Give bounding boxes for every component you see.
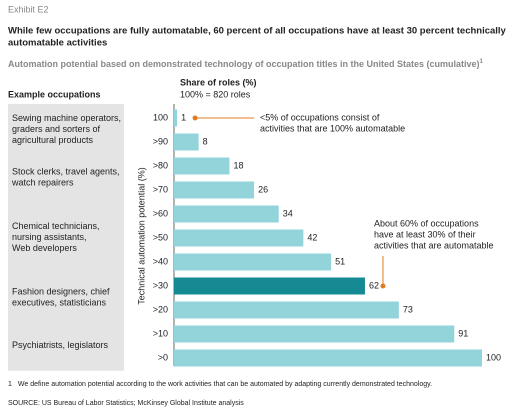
annotation-text: <5% of occupations consist of xyxy=(260,112,380,122)
occupation-label: Chemical technicians, xyxy=(12,221,100,231)
y-tick-label: >40 xyxy=(153,256,168,266)
y-tick-label: 100 xyxy=(153,112,168,122)
source: SOURCE: US Bureau of Labor Statistics; M… xyxy=(8,400,244,407)
chart-subtitle: Automation potential based on demonstrat… xyxy=(8,59,484,70)
bar xyxy=(174,325,455,343)
bar xyxy=(174,181,255,199)
y-tick-label: >60 xyxy=(153,208,168,218)
value-label: 51 xyxy=(335,256,345,266)
y-tick-label: >80 xyxy=(153,160,168,170)
occupation-box xyxy=(8,200,124,275)
y-tick-label: >0 xyxy=(158,352,168,362)
occupation-label: agricultural products xyxy=(12,135,94,145)
footnote-text: We define automation potential according… xyxy=(18,381,432,388)
y-tick-label: >30 xyxy=(153,280,168,290)
occupation-box xyxy=(8,320,124,371)
bar xyxy=(174,301,399,319)
value-header: 100% = 820 roles xyxy=(180,89,251,99)
occupation-label: Sewing machine operators, xyxy=(12,113,121,123)
value-label: 91 xyxy=(458,328,468,338)
occupation-label: watch repairers xyxy=(11,177,74,187)
occupation-label: Psychiatrists, legislators xyxy=(12,340,109,350)
bar xyxy=(174,133,199,151)
footnote: 1 We define automation potential accordin… xyxy=(8,381,432,388)
y-axis-label: Technical automation potential (%) xyxy=(136,167,146,305)
subtitle-text: Automation potential based on demonstrat… xyxy=(8,59,480,69)
occupation-label: Web developers xyxy=(12,243,77,253)
bar xyxy=(174,109,178,127)
value-label: 42 xyxy=(307,232,317,242)
bar xyxy=(174,229,304,247)
chart-title: automatable activities xyxy=(8,38,107,49)
value-label: 8 xyxy=(203,136,208,146)
subtitle-note: 1 xyxy=(480,59,484,65)
occupation-box xyxy=(8,272,124,323)
value-label: 26 xyxy=(258,184,268,194)
occupation-label: Fashion designers, chief xyxy=(12,286,110,296)
occupation-label: graders and sorters of xyxy=(12,124,101,134)
bar xyxy=(174,205,279,223)
occupation-label: executives, statisticians xyxy=(12,297,107,307)
annotation-text: activities that are automatable xyxy=(374,240,494,250)
annotation-text: About 60% of occupations xyxy=(374,218,479,228)
value-label: 73 xyxy=(403,304,413,314)
bar xyxy=(174,277,365,295)
value-label: 1 xyxy=(181,112,186,122)
occupation-box xyxy=(8,152,124,203)
y-tick-label: >90 xyxy=(153,136,168,146)
y-tick-label: >70 xyxy=(153,184,168,194)
value-header: Share of roles (%) xyxy=(180,77,257,87)
occupations-header: Example occupations xyxy=(8,89,101,99)
occupation-label: nursing assistants, xyxy=(12,232,87,242)
bar xyxy=(174,349,482,367)
occupation-label: Stock clerks, travel agents, xyxy=(12,166,120,176)
y-tick-label: >20 xyxy=(153,304,168,314)
value-label: 34 xyxy=(283,208,293,218)
chart-title: While few occupations are fully automata… xyxy=(8,26,507,37)
occupation-box xyxy=(8,104,124,155)
annotation-text: have at least 30% of their xyxy=(374,229,476,239)
value-label: 18 xyxy=(233,160,243,170)
exhibit-label: Exhibit E2 xyxy=(8,4,49,14)
y-tick-label: >10 xyxy=(153,328,168,338)
value-label: 100 xyxy=(486,352,501,362)
footnote-marker: 1 xyxy=(8,381,12,388)
bar xyxy=(174,157,230,175)
y-tick-label: >50 xyxy=(153,232,168,242)
value-label: 62 xyxy=(369,280,379,290)
annotation-text: activities that are 100% automatable xyxy=(260,123,405,133)
bar xyxy=(174,253,332,271)
